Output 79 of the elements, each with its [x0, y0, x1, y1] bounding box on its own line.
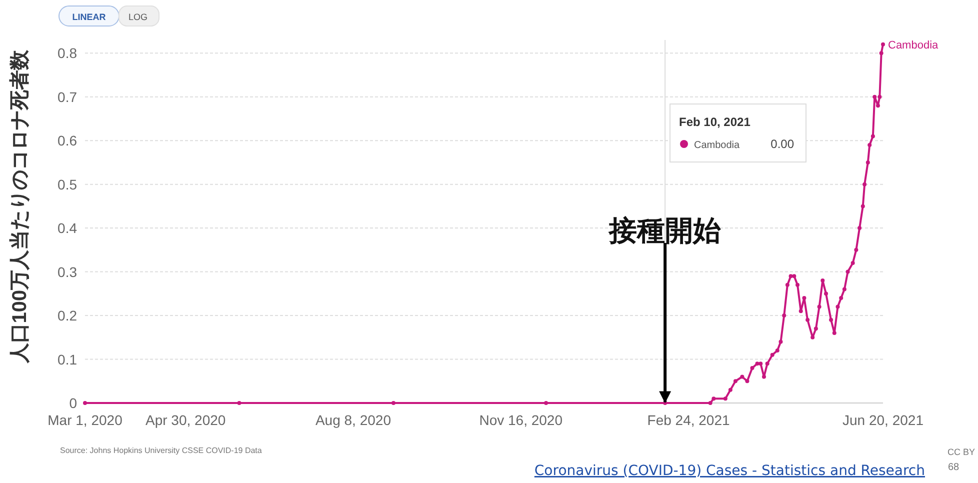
y-tick-label: 0.7 — [58, 88, 78, 105]
text: CC BY — [947, 447, 975, 457]
annotation: 0.00 — [770, 137, 794, 151]
y-tick-label: 0.4 — [58, 220, 78, 236]
point — [733, 379, 738, 384]
point — [728, 388, 732, 392]
point — [881, 42, 885, 46]
point — [836, 304, 840, 309]
point — [765, 362, 770, 366]
y-tick-label: 0.1 — [58, 351, 78, 368]
point — [810, 335, 815, 340]
point — [723, 396, 728, 401]
x-tick-label: Apr 30, 2020 — [146, 412, 226, 428]
point — [868, 142, 872, 147]
x-tick-label: Mar 1, 2020 — [48, 412, 123, 428]
x-tick-label: Aug 8, 2020 — [315, 412, 392, 428]
point — [878, 94, 882, 99]
point — [839, 296, 844, 300]
point — [860, 204, 865, 208]
point — [708, 401, 712, 405]
point — [788, 274, 793, 278]
y-tick-label: 0.5 — [58, 176, 78, 192]
point — [782, 314, 786, 318]
point — [854, 248, 858, 252]
point — [792, 274, 796, 278]
y-tick-label: 0 — [69, 395, 78, 411]
point — [755, 362, 760, 366]
x-tick-label: Nov 16, 2020 — [479, 412, 563, 428]
point — [802, 296, 806, 300]
point — [862, 182, 867, 186]
point — [870, 134, 875, 138]
button-linear: LINEAR — [58, 6, 120, 26]
point — [829, 318, 834, 322]
point — [785, 282, 790, 287]
annotation: Cambodia — [694, 140, 740, 151]
x-tick-label: Feb 24, 2021 — [647, 412, 730, 428]
point — [806, 318, 810, 322]
point — [842, 287, 846, 292]
point — [872, 94, 877, 99]
point — [544, 401, 548, 405]
point — [824, 292, 828, 296]
button-log: LOG — [118, 6, 160, 26]
series-label: Cambodia — [888, 39, 940, 52]
point — [775, 348, 780, 353]
x-tick-label: Jun 20, 2021 — [842, 412, 924, 428]
point — [237, 401, 242, 405]
point — [866, 160, 870, 164]
point — [750, 366, 754, 370]
point — [858, 226, 862, 230]
point — [832, 331, 836, 336]
point — [814, 326, 818, 331]
point — [740, 374, 744, 379]
point — [820, 278, 825, 283]
source-note: Source: Johns Hopkins University CSSE COVID-19 Data — [60, 446, 262, 455]
point — [846, 270, 850, 274]
y-axis-title: 人口100万人当たりのコロナ死者数 — [9, 48, 31, 364]
y-tick-label: 0.3 — [58, 264, 78, 280]
point — [817, 304, 822, 309]
point — [850, 261, 855, 266]
y-tick-label: 0.2 — [58, 308, 78, 324]
text: 68 — [948, 462, 960, 473]
y-tick-label: 0.6 — [58, 132, 78, 149]
point — [712, 396, 716, 401]
text: Coronavirus (COVID-19) Cases - Statistics and Research — [534, 463, 925, 479]
point — [758, 362, 763, 366]
point — [879, 51, 884, 56]
point — [83, 401, 87, 405]
point — [796, 282, 800, 287]
y-tick-label: 0.8 — [58, 45, 78, 62]
point — [762, 374, 766, 379]
point — [778, 340, 783, 344]
annotation: 接種開始 — [608, 215, 722, 246]
point — [770, 352, 774, 357]
annotation: Feb 10, 2021 — [679, 115, 751, 129]
point — [391, 401, 396, 405]
point — [745, 379, 750, 384]
point — [798, 309, 803, 314]
annotation: 接種開始 — [609, 215, 722, 404]
point — [876, 104, 880, 108]
